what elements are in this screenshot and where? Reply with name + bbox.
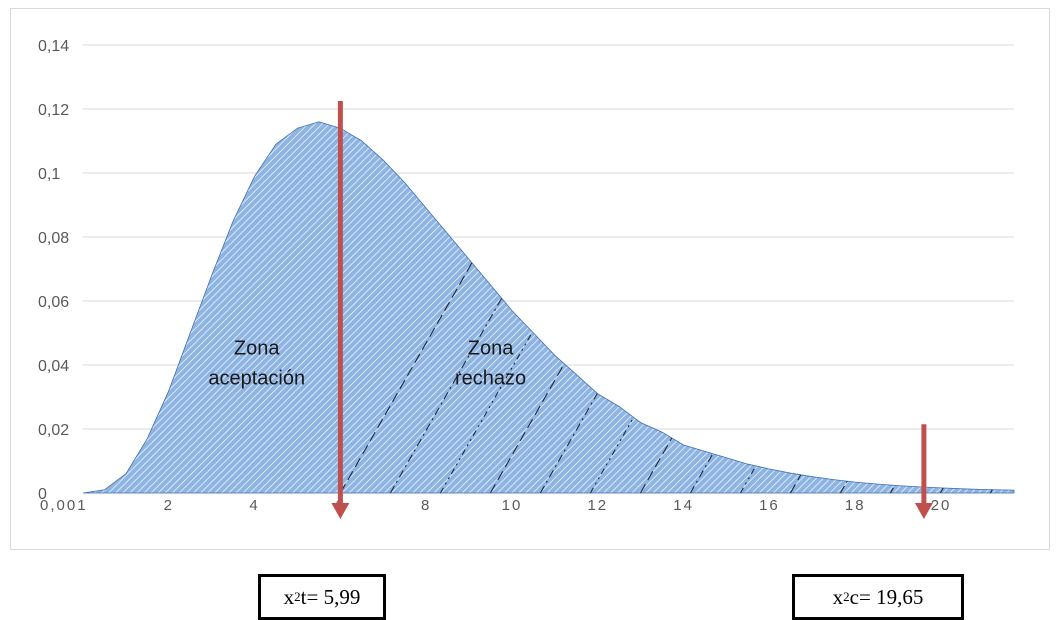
- rejection-dash-line: [989, 121, 1014, 494]
- chi-square-chart: 00,020,040,060,080,10,120,14 0,001246810…: [38, 38, 1060, 519]
- chi-square-calc-box: x 2 c= 19,65: [792, 574, 964, 620]
- x-tick-label: 12: [587, 497, 608, 514]
- x-tick-label: 18: [845, 497, 866, 514]
- critical-marker-arrowhead: [331, 503, 350, 519]
- chart-frame: [10, 8, 1050, 550]
- box-right-rest: c= 19,65: [849, 584, 924, 609]
- zone-labels: Zona aceptación Zona rechazo: [208, 338, 526, 390]
- y-tick-label: 0,12: [38, 102, 69, 119]
- y-tick-label: 0,04: [38, 358, 69, 375]
- zone-label: Zona aceptación: [208, 338, 305, 390]
- critical-value-markers: [331, 101, 933, 519]
- rejection-dash-line: [689, 121, 931, 494]
- x-axis-ticks: 0,0012468101214161820: [40, 497, 952, 514]
- critical-marker-arrowhead: [914, 503, 933, 519]
- box-left-main: x: [283, 584, 295, 609]
- chi-square-table-box: x 2 t= 5,99: [258, 574, 386, 620]
- x-tick-label: 20: [931, 497, 952, 514]
- rejection-dash-line: [1040, 73, 1060, 493]
- x-tick-label: 8: [421, 497, 431, 514]
- x-tick-label: 0,001: [40, 497, 88, 514]
- distribution-area: [82, 121, 1015, 494]
- rejection-dash-line: [639, 121, 881, 494]
- box-right-main: x: [832, 584, 844, 609]
- rejection-dash-line: [339, 121, 581, 494]
- y-tick-label: 0,14: [38, 38, 69, 55]
- rejection-dash-line: [839, 121, 1014, 494]
- rejection-dash-line: [889, 121, 1014, 494]
- y-tick-label: 0,06: [38, 294, 69, 311]
- rejection-dash-line: [939, 121, 1014, 494]
- x-tick-label: 10: [502, 497, 523, 514]
- box-left-sup: 2: [294, 589, 301, 604]
- box-left-rest: t= 5,99: [300, 584, 361, 609]
- x-tick-label: 14: [673, 497, 694, 514]
- x-tick-label: 4: [249, 497, 259, 514]
- rejection-dash-line: [789, 121, 1014, 494]
- y-axis-ticks: 0 0,02 0,04 0,06 0,08 0,1 0,12 0,14: [38, 38, 69, 503]
- y-tick-label: 0,08: [38, 230, 69, 247]
- y-tick-label: 0,1: [38, 166, 60, 183]
- y-tick-label: 0: [38, 486, 47, 503]
- x-tick-label: 16: [759, 497, 780, 514]
- y-tick-label: 0,02: [38, 422, 69, 439]
- rejection-dash-line: [739, 121, 981, 494]
- rejection-dash-line: [539, 121, 781, 494]
- x-tick-label: 2: [164, 497, 174, 514]
- zone-label: Zona rechazo: [455, 338, 526, 390]
- box-right-sup: 2: [843, 589, 850, 604]
